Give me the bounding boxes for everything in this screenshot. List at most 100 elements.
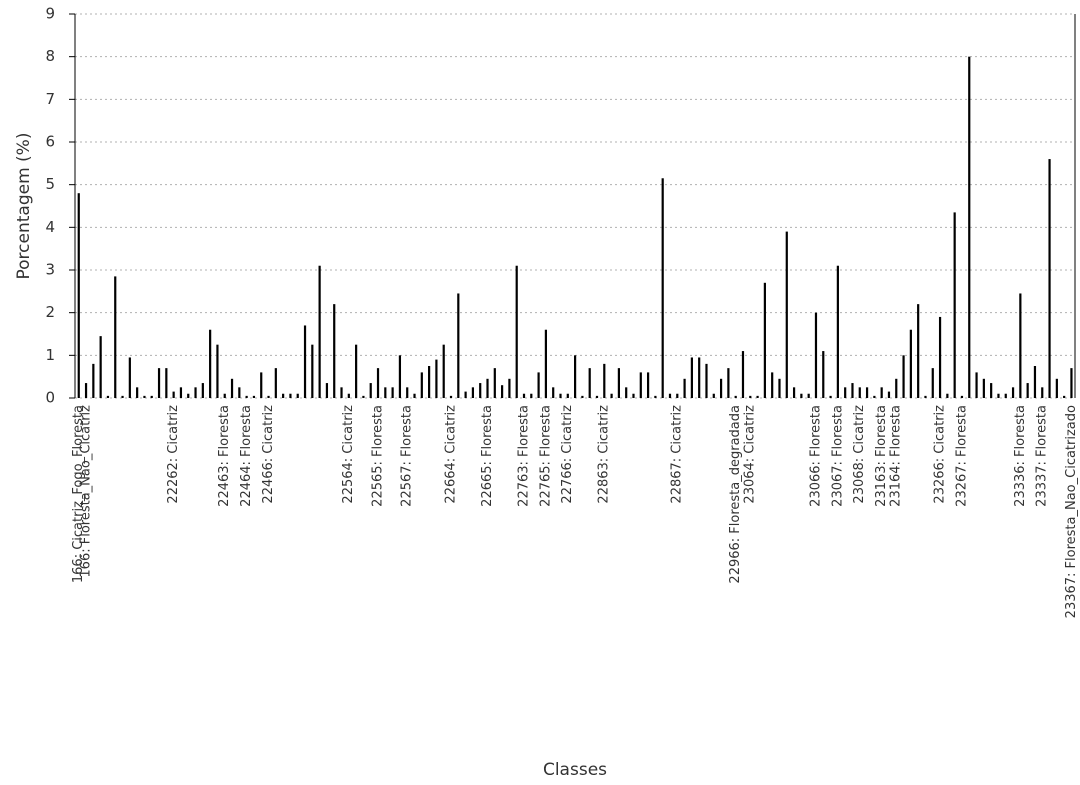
bar (552, 387, 555, 398)
bar (851, 383, 854, 398)
bar (844, 387, 847, 398)
bar (880, 387, 883, 398)
bar (128, 357, 131, 398)
bar (771, 372, 774, 398)
bar (712, 393, 715, 398)
x-tick-label: 22863: Cicatriz (597, 405, 612, 504)
bar (530, 393, 533, 398)
bar (946, 393, 949, 398)
bar (143, 395, 146, 398)
bar (92, 363, 95, 398)
bar (617, 368, 620, 398)
bar (1041, 387, 1044, 398)
bar (924, 395, 927, 398)
bar (661, 178, 664, 398)
y-tick-label: 8 (45, 47, 55, 65)
bar (1004, 393, 1007, 398)
bar (209, 329, 212, 398)
y-axis-label: Porcentagem (%) (14, 133, 34, 280)
y-tick-label: 1 (45, 346, 55, 364)
bar (734, 395, 737, 398)
x-tick-label: 22464: Floresta (239, 405, 254, 507)
bar (449, 395, 453, 398)
bar (975, 372, 978, 398)
bar (522, 393, 526, 398)
x-tick-label: 23337: Floresta (1035, 405, 1050, 507)
x-tick-label: 23068: Cicatriz (852, 405, 867, 504)
bar (464, 391, 467, 398)
bar (719, 378, 723, 398)
bar (814, 312, 818, 398)
bar (727, 368, 730, 398)
bar (646, 372, 650, 398)
bar (595, 395, 599, 398)
y-tick-label: 3 (45, 261, 55, 279)
x-tick-label: 23367: Floresta_Nao_Cicatrizado (1064, 405, 1079, 618)
bar (792, 387, 796, 398)
bar (865, 387, 869, 398)
bar (902, 355, 905, 398)
bar (136, 387, 139, 398)
bar (420, 372, 423, 398)
bar (668, 393, 672, 398)
bar (106, 395, 110, 398)
bar (756, 395, 759, 398)
bar (179, 387, 183, 398)
bar (960, 395, 964, 398)
bar (289, 393, 292, 398)
bar (347, 393, 350, 398)
bar (1048, 159, 1051, 398)
y-tick-label: 7 (45, 90, 55, 108)
x-tick-label: 23164: Floresta (889, 405, 904, 507)
x-tick-label: 22765: Floresta (538, 405, 553, 507)
bar (435, 359, 438, 398)
bar (603, 363, 606, 398)
bar (778, 378, 781, 398)
x-tick-label: 22466: Cicatriz (261, 405, 276, 504)
bar (1011, 387, 1015, 398)
bar (252, 395, 256, 398)
bar (311, 344, 314, 398)
bar (355, 344, 358, 398)
bar (223, 393, 226, 398)
bar (917, 304, 920, 398)
bar (887, 391, 891, 398)
x-tick-label: 22565: Floresta (370, 405, 385, 507)
x-tick-label: 22665: Floresta (480, 405, 495, 507)
bar (121, 395, 124, 398)
bar (829, 395, 832, 398)
bar (194, 387, 197, 398)
bar (508, 378, 511, 398)
x-tick-label: 22766: Cicatriz (560, 405, 575, 504)
y-tick-label: 9 (45, 5, 55, 23)
bar (260, 372, 263, 398)
bar (238, 387, 241, 398)
bar (1019, 293, 1022, 398)
bar (172, 391, 175, 398)
bar (471, 387, 475, 398)
bar (581, 395, 584, 398)
x-axis-label: Classes (543, 760, 607, 780)
bar (230, 378, 234, 398)
bar (515, 265, 518, 398)
x-tick-label: 23336: Floresta (1013, 405, 1028, 507)
bar (800, 393, 803, 398)
bar (749, 395, 752, 398)
bar (763, 282, 766, 398)
bar (690, 357, 693, 398)
bar (705, 363, 708, 398)
y-tick-label: 2 (45, 303, 55, 321)
bar (822, 351, 825, 398)
bar (501, 385, 504, 398)
bar (909, 329, 912, 398)
bar (588, 368, 591, 398)
bar (340, 387, 343, 398)
bar (836, 265, 839, 398)
bar (544, 329, 548, 398)
bar (318, 265, 321, 398)
bar (99, 336, 102, 398)
bar (406, 387, 409, 398)
bar (968, 56, 971, 399)
bar (683, 378, 686, 398)
